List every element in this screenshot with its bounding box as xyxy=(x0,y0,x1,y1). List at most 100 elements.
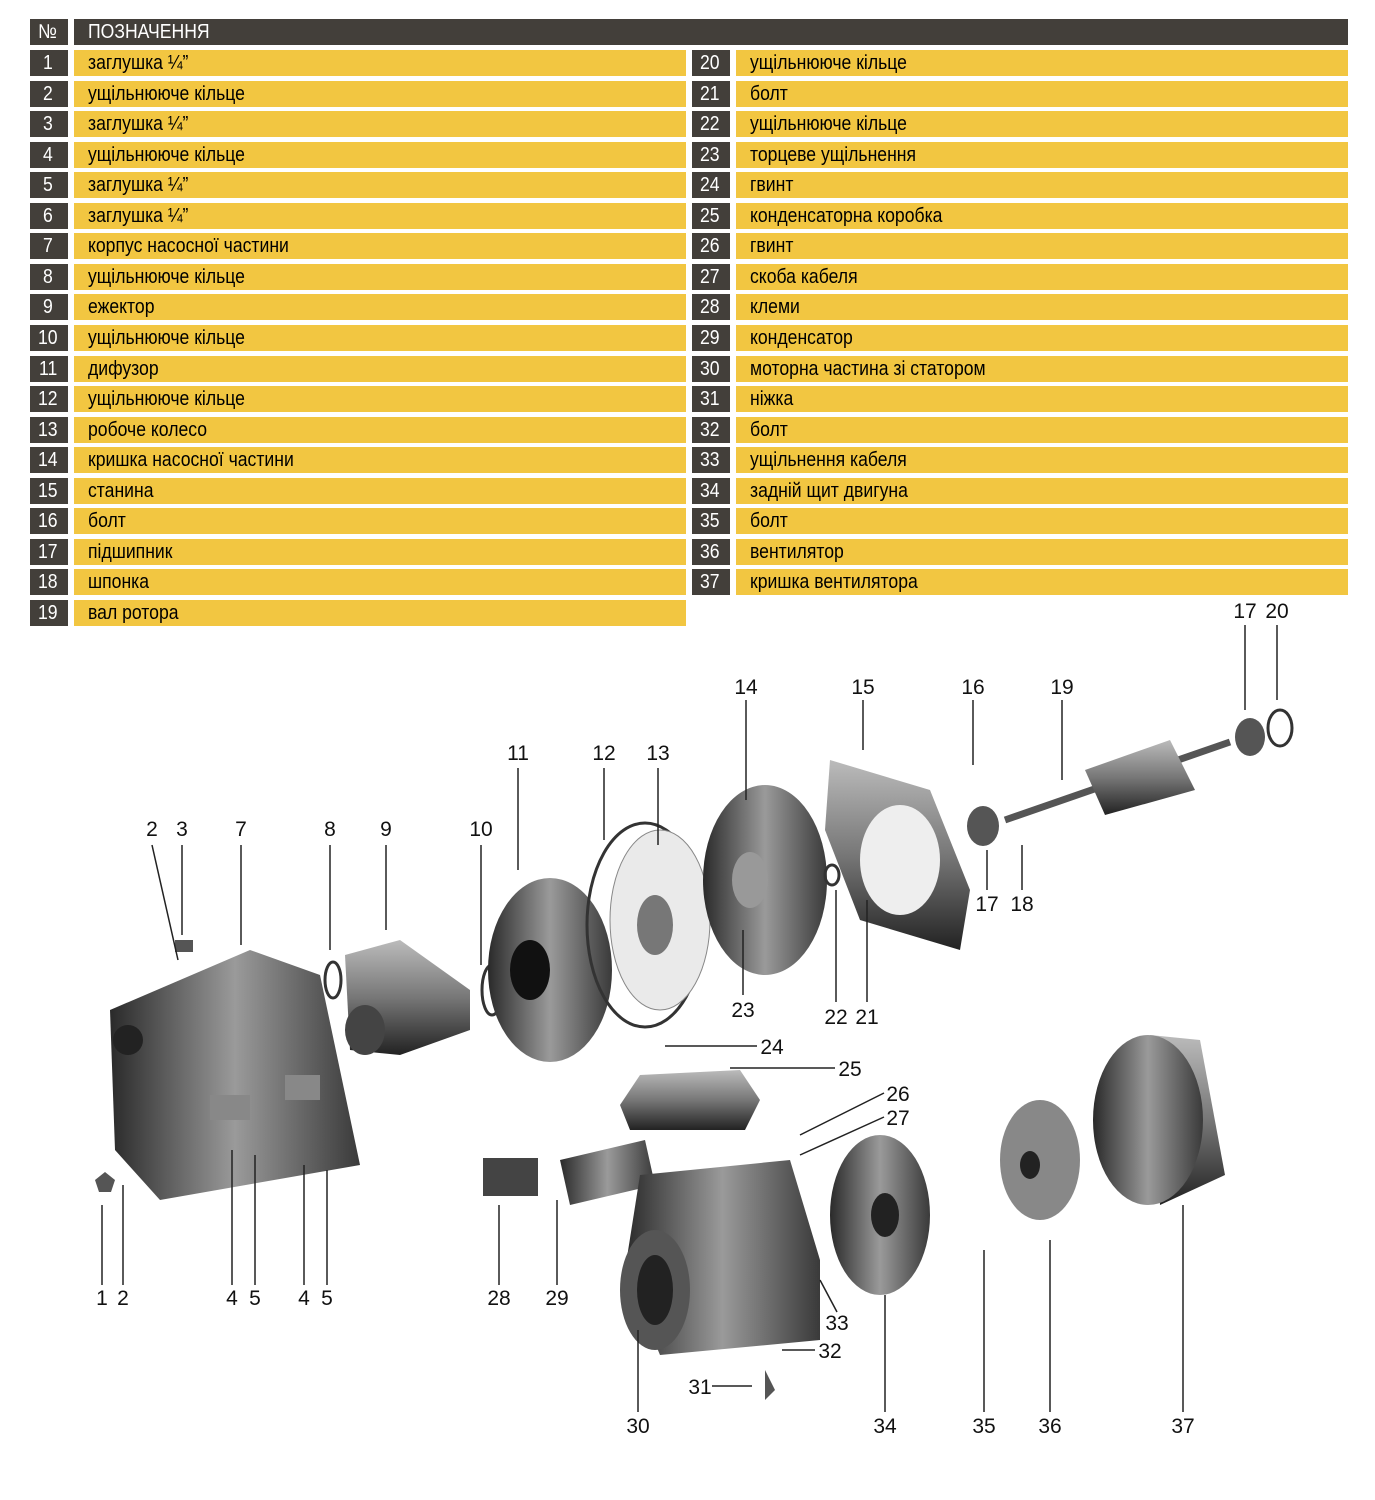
part-name: станина xyxy=(74,477,686,504)
part-number: 1 xyxy=(30,50,68,76)
part-name: конденсаторна коробка xyxy=(736,202,1348,229)
rotor-shaft xyxy=(967,708,1294,846)
part-name: ущільнююче кільце xyxy=(74,141,686,168)
callout-label: 30 xyxy=(626,1415,649,1438)
part-name: вентилятор xyxy=(736,538,1348,565)
part-name: гвинт xyxy=(736,172,1348,199)
part-name: заглушка ¼” xyxy=(74,111,686,138)
part-number: 32 xyxy=(692,416,730,443)
leader-line xyxy=(151,844,179,961)
part-number: 11 xyxy=(30,355,68,382)
part-name: ущільнююче кільце xyxy=(74,80,686,107)
part-name: вал ротора xyxy=(74,599,686,626)
part-name: заглушка ¼” xyxy=(74,172,686,199)
part-number: 28 xyxy=(692,294,730,321)
part-number: 15 xyxy=(30,477,68,504)
callout-label: 4 xyxy=(298,1287,310,1310)
callout-label: 22 xyxy=(824,1006,847,1029)
callout-label: 26 xyxy=(886,1083,909,1106)
part-number: 27 xyxy=(692,263,730,290)
part-number: 17 xyxy=(30,538,68,565)
ejector xyxy=(323,940,504,1055)
frame xyxy=(823,760,970,950)
callout-label: 34 xyxy=(873,1415,897,1438)
part-name: торцеве ущільнення xyxy=(736,141,1348,168)
callout-label: 31 xyxy=(688,1376,711,1399)
callout-label: 17 xyxy=(1233,600,1256,623)
part-name: гвинт xyxy=(736,233,1348,260)
callout-label: 27 xyxy=(886,1107,909,1130)
part-number: 34 xyxy=(692,477,730,504)
part-number: 16 xyxy=(30,508,68,535)
callout-label: 37 xyxy=(1171,1415,1194,1438)
part-number: 19 xyxy=(30,599,68,626)
callout-label: 4 xyxy=(226,1287,238,1310)
part-number: 37 xyxy=(692,569,730,596)
part-name: болт xyxy=(736,416,1348,443)
part-name: ніжка xyxy=(736,386,1348,413)
callout-label: 1 xyxy=(96,1287,108,1310)
part-number: 8 xyxy=(30,263,68,290)
part-name: ущільнююче кільце xyxy=(74,263,686,290)
part-name: ущільнення кабеля xyxy=(736,447,1348,474)
part-number: 10 xyxy=(30,324,68,351)
part-number: 2 xyxy=(30,80,68,107)
callout-label: 35 xyxy=(972,1415,995,1438)
callout-label: 2 xyxy=(117,1287,129,1310)
part-name: ущільнююче кільце xyxy=(736,111,1348,138)
end-shield xyxy=(830,1135,930,1295)
pump-housing xyxy=(95,940,360,1200)
part-number: 23 xyxy=(692,141,730,168)
fan xyxy=(1000,1100,1080,1220)
callout-label: 20 xyxy=(1265,600,1288,623)
pump-cover xyxy=(703,785,827,975)
leader-lines xyxy=(101,625,1278,1412)
callout-label: 2 xyxy=(146,818,158,841)
part-number: 25 xyxy=(692,202,730,229)
part-name: болт xyxy=(74,508,686,535)
leader-line xyxy=(799,1116,885,1156)
part-name: ежектор xyxy=(74,294,686,321)
callout-label: 17 xyxy=(975,893,998,916)
callout-label: 19 xyxy=(1050,676,1073,699)
part-number: 22 xyxy=(692,111,730,138)
part-number: 3 xyxy=(30,111,68,138)
part-name: болт xyxy=(736,80,1348,107)
callout-label: 8 xyxy=(324,818,336,841)
callout-label: 28 xyxy=(487,1287,510,1310)
callout-label: 14 xyxy=(734,676,758,699)
part-number: 35 xyxy=(692,508,730,535)
part-number: 29 xyxy=(692,324,730,351)
callout-label: 12 xyxy=(592,742,615,765)
part-name: скоба кабеля xyxy=(736,263,1348,290)
part-number: 4 xyxy=(30,141,68,168)
part-name: підшипник xyxy=(74,538,686,565)
part-name: ущільнююче кільце xyxy=(74,324,686,351)
callout-label: 23 xyxy=(731,999,754,1022)
part-name: робоче колесо xyxy=(74,416,686,443)
part-name: задній щит двигуна xyxy=(736,477,1348,504)
header-title: ПОЗНАЧЕННЯ xyxy=(74,19,1348,45)
part-name: моторна частина зі статором xyxy=(736,355,1348,382)
callout-label: 11 xyxy=(507,742,529,765)
part-number: 6 xyxy=(30,202,68,229)
part-number: 14 xyxy=(30,447,68,474)
part-number: 31 xyxy=(692,386,730,413)
callout-label: 7 xyxy=(235,818,247,841)
callout-label: 13 xyxy=(646,742,669,765)
callout-label: 9 xyxy=(380,818,392,841)
leader-line xyxy=(799,1092,885,1136)
part-name: ущільнююче кільце xyxy=(74,386,686,413)
callout-label: 25 xyxy=(838,1058,861,1081)
fan-cover xyxy=(1093,1035,1225,1205)
part-name: ущільнююче кільце xyxy=(736,50,1348,76)
callout-label: 16 xyxy=(961,676,984,699)
motor-body xyxy=(620,1160,820,1400)
part-number: 9 xyxy=(30,294,68,321)
part-name: кришка насосної частини xyxy=(74,447,686,474)
callout-label: 3 xyxy=(176,818,188,841)
part-name: заглушка ¼” xyxy=(74,50,686,76)
callout-label: 5 xyxy=(321,1287,333,1310)
